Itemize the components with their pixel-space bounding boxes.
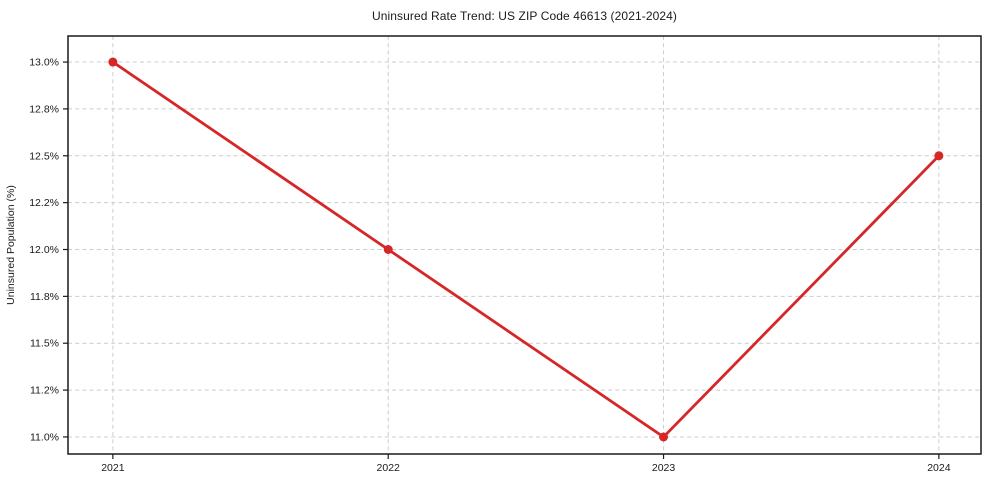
x-tick-label: 2023 <box>652 462 676 474</box>
data-point <box>659 432 669 442</box>
trend-line <box>111 60 941 439</box>
y-tick-label: 12.0% <box>29 244 59 256</box>
chart-title: Uninsured Rate Trend: US ZIP Code 46613 … <box>371 9 678 23</box>
data-point <box>934 151 944 161</box>
x-tick-label: 2024 <box>927 462 951 474</box>
y-tick-label: 13.0% <box>29 57 59 69</box>
data-point <box>108 57 118 67</box>
data-point <box>383 244 393 254</box>
y-tick-label: 11.2% <box>30 385 59 397</box>
plot-border <box>67 35 982 455</box>
x-tick-label: 2022 <box>377 462 401 474</box>
y-tick-label: 12.5% <box>29 150 59 162</box>
x-tick-label: 2021 <box>101 462 125 474</box>
y-tick-label: 11.8% <box>30 291 59 303</box>
y-tick-label: 12.8% <box>29 103 59 115</box>
y-tick-label: 12.2% <box>29 197 59 209</box>
y-tick-label: 11.0% <box>30 431 59 443</box>
y-tick-label: 11.5% <box>30 338 59 350</box>
